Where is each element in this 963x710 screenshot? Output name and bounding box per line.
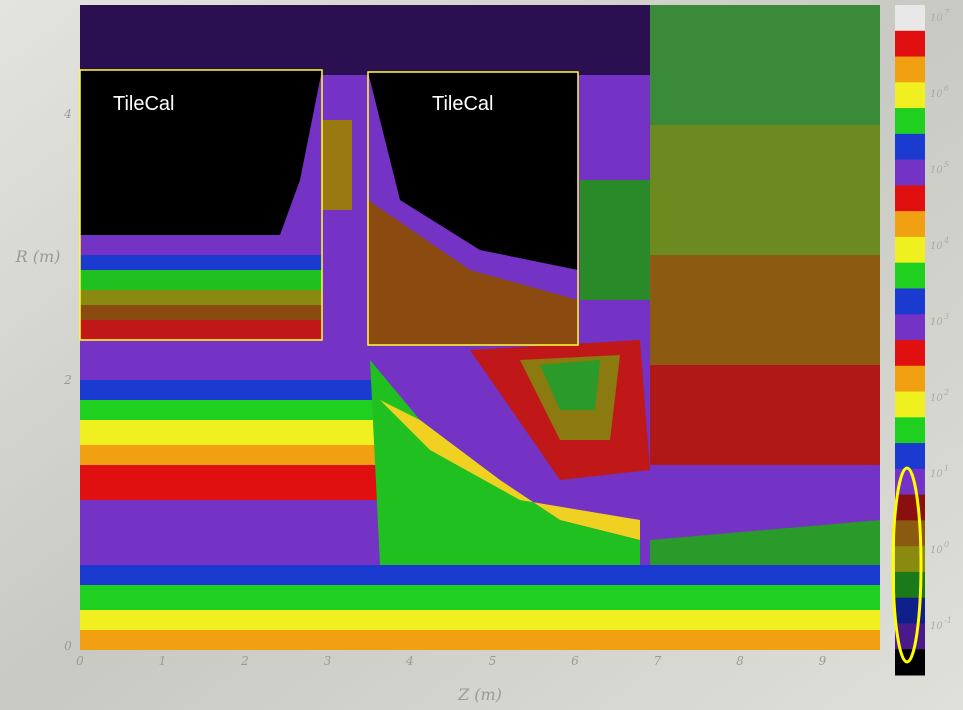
colorbar-label-base: 10	[930, 393, 943, 404]
x-tick-label: 9	[819, 654, 827, 668]
x-tick-label: 6	[571, 654, 579, 668]
x-tick-label: 0	[76, 654, 84, 668]
colorbar-swatch	[895, 649, 925, 675]
x-tick-label: 5	[489, 654, 497, 668]
y-tick-label: 0	[64, 639, 72, 653]
colorbar-label-exponent: 3	[944, 312, 949, 321]
y-tick-label: 4	[63, 107, 72, 121]
colorbar-swatch	[895, 417, 925, 443]
x-tick-label: 1	[159, 654, 167, 668]
colorbar-label-base: 10	[930, 89, 943, 100]
x-axis-label: Z (m)	[457, 685, 502, 704]
x-tick-label: 2	[240, 654, 249, 668]
colorbar-label-exponent: 1	[944, 464, 949, 473]
colorbar-swatch	[895, 392, 925, 418]
y-tick-label: 2	[63, 373, 72, 387]
colorbar-swatch	[895, 134, 925, 160]
colorbar-swatch	[895, 5, 925, 31]
colorbar-label-base: 10	[930, 165, 943, 176]
colorbar-swatch	[895, 185, 925, 211]
colorbar-label-exponent: 6	[944, 84, 949, 93]
x-tick-label: 4	[405, 654, 414, 668]
colorbar-label-base: 10	[930, 545, 943, 556]
colorbar-swatch	[895, 288, 925, 314]
colorbar-swatch	[895, 263, 925, 289]
colorbar-swatch	[895, 57, 925, 83]
colorbar-swatch	[895, 443, 925, 469]
colorbar-label-base: 10	[930, 13, 943, 24]
colorbar-swatch	[895, 31, 925, 57]
x-tick-label: 3	[324, 654, 332, 668]
x-tick-label: 7	[654, 654, 662, 668]
colorbar-label-exponent: 0	[944, 540, 949, 549]
colorbar-swatch	[895, 366, 925, 392]
colorbar-label-exponent: 5	[944, 160, 949, 169]
colorbar-label-base: 10	[930, 317, 943, 328]
colorbar-label-exponent: 4	[943, 236, 949, 245]
colorbar-label-base: 10	[930, 469, 943, 480]
colorbar-swatch	[895, 108, 925, 134]
colorbar-label-base: 10	[930, 241, 943, 252]
colorbar-label-exponent: 2	[943, 388, 949, 397]
colorbar-swatch	[895, 314, 925, 340]
colorbar-label-base: 10	[930, 621, 943, 632]
colorbar-label-exponent: -1	[944, 616, 952, 625]
colorbar-swatch	[895, 237, 925, 263]
annotation: TileCal	[432, 93, 494, 115]
y-axis-label: R (m)	[15, 247, 61, 266]
x-tick-label: 8	[736, 654, 744, 668]
colorbar-swatch	[895, 340, 925, 366]
colorbar-swatch	[895, 160, 925, 186]
figure: TileCal TileCal 0123456789 024 107106105…	[0, 0, 963, 710]
colorbar-swatch	[895, 82, 925, 108]
colorbar-swatch	[895, 211, 925, 237]
annotation: TileCal	[113, 93, 175, 115]
